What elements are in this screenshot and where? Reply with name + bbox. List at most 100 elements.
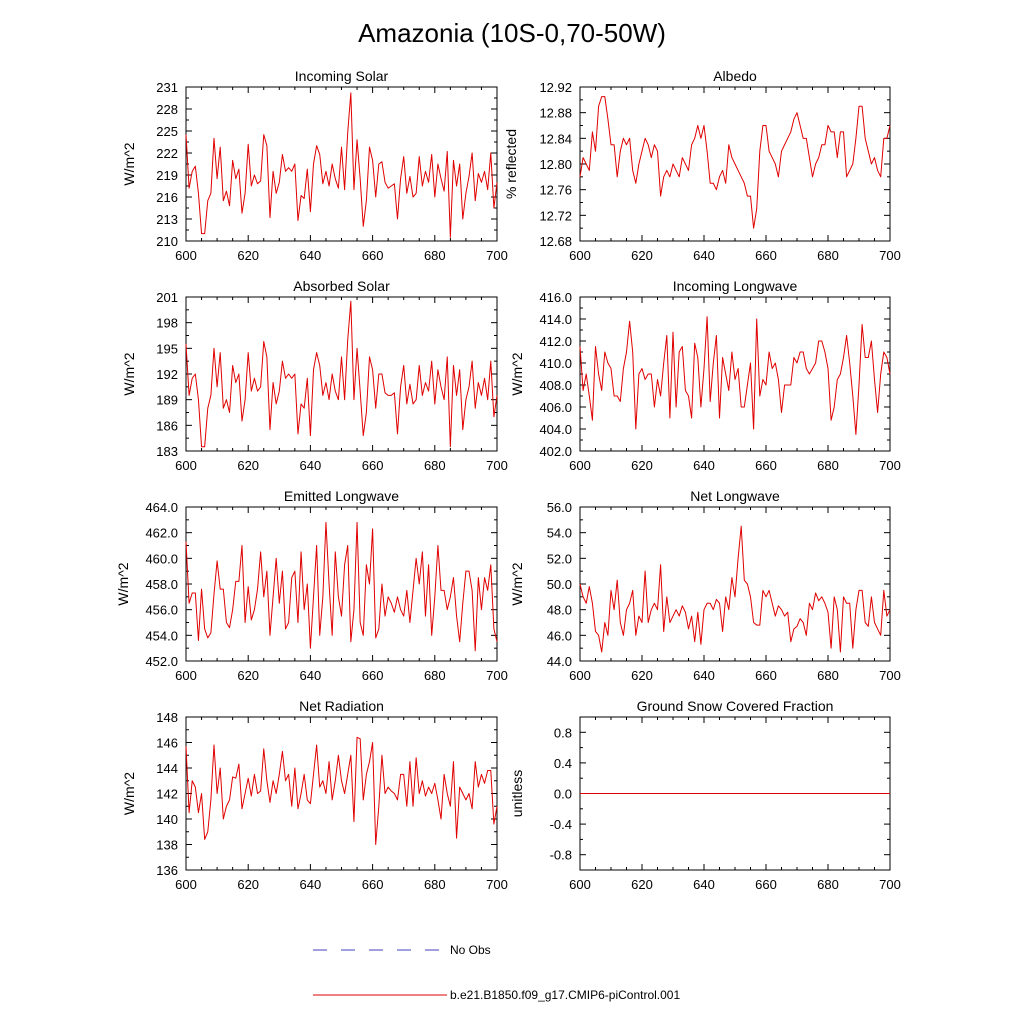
- plot-frame: [185, 296, 498, 452]
- panel-title: Albedo: [713, 68, 757, 84]
- panel-emitted-longwave: Emitted Longwave 600 620 640 660 680 700 452.0 4…: [115, 488, 508, 683]
- panel-net-radiation: Net Radiation 600 620 640 660 680 700 136 138 140…: [121, 698, 508, 892]
- panel-ground-snow-covered-fraction: Ground Snow Covered Fraction 600 620 640 660…: [509, 698, 901, 892]
- x-tick-label: 680: [424, 248, 446, 263]
- x-tick-label: 620: [237, 877, 259, 892]
- x-tick-label: 620: [631, 248, 653, 263]
- y-tick-label: 56.0: [547, 500, 572, 515]
- plot-frame: [185, 716, 498, 871]
- panel-title: Emitted Longwave: [284, 488, 399, 504]
- series-line: [185, 521, 498, 652]
- y-tick-label: 46.0: [547, 628, 572, 643]
- x-tick-label: 680: [424, 458, 446, 473]
- y-tick-label: 219: [156, 168, 178, 183]
- y-tick-label: 404.0: [539, 422, 572, 437]
- y-tick-label: 146: [156, 736, 178, 751]
- y-tick-label: 12.68: [539, 234, 572, 249]
- y-tick-label: 222: [156, 146, 178, 161]
- y-tick-label: 144: [156, 761, 178, 776]
- x-tick-label: 640: [693, 668, 715, 683]
- y-tick-label: 12.84: [539, 131, 572, 146]
- series-line: [579, 525, 891, 653]
- y-tick-label: 410.0: [539, 356, 572, 371]
- panel-net-longwave: Net Longwave 600 620 640 660 680 700 44.0 46.0 48…: [509, 488, 901, 683]
- y-tick-label: 452.0: [145, 654, 178, 669]
- x-tick-label: 600: [175, 877, 197, 892]
- panel-title: Absorbed Solar: [293, 278, 390, 294]
- y-axis-label: W/m^2: [115, 562, 131, 605]
- y-tick-label: 136: [156, 863, 178, 878]
- x-tick-label: 700: [486, 668, 508, 683]
- y-tick-label: 12.76: [539, 183, 572, 198]
- figure-title: Amazonia (10S-0,70-50W): [358, 18, 666, 48]
- x-tick-label: 600: [175, 248, 197, 263]
- y-tick-label: 142: [156, 787, 178, 802]
- y-tick-label: 462.0: [145, 526, 178, 541]
- x-tick-label: 600: [569, 877, 591, 892]
- y-axis-label: W/m^2: [121, 772, 137, 815]
- y-tick-label: 458.0: [145, 577, 178, 592]
- x-tick-label: 600: [569, 668, 591, 683]
- x-tick-label: 640: [300, 668, 322, 683]
- y-tick-label: 460.0: [145, 551, 178, 566]
- y-tick-label: 454.0: [145, 628, 178, 643]
- y-tick-label: 414.0: [539, 312, 572, 327]
- x-tick-label: 600: [569, 248, 591, 263]
- y-axis-label: W/m^2: [121, 142, 137, 185]
- y-tick-label: 12.92: [539, 80, 572, 95]
- y-tick-label: 225: [156, 124, 178, 139]
- series-line: [185, 736, 498, 845]
- y-tick-label: 183: [156, 444, 178, 459]
- x-tick-label: 700: [879, 877, 901, 892]
- y-tick-label: 189: [156, 393, 178, 408]
- x-tick-label: 600: [175, 668, 197, 683]
- y-tick-label: 12.72: [539, 208, 572, 223]
- x-tick-label: 700: [879, 458, 901, 473]
- x-tick-label: 700: [879, 668, 901, 683]
- panel-albedo: Albedo 600 620 640 660 680 700 12.68 12.72 12.76 1…: [503, 68, 901, 263]
- y-axis-label: W/m^2: [509, 562, 525, 605]
- plot-frame: [579, 296, 891, 452]
- x-tick-label: 600: [569, 458, 591, 473]
- x-tick-label: 640: [693, 877, 715, 892]
- y-tick-label: 402.0: [539, 444, 572, 459]
- x-tick-label: 680: [817, 248, 839, 263]
- panel-incoming-longwave: Incoming Longwave 600 620 640 660 680 700 402.0…: [509, 278, 901, 473]
- legend-model-label: b.e21.B1850.f09_g17.CMIP6-piControl.001: [450, 988, 680, 1002]
- x-tick-label: 640: [300, 458, 322, 473]
- y-axis-label: W/m^2: [509, 352, 525, 395]
- y-tick-label: 456.0: [145, 603, 178, 618]
- y-tick-label: 195: [156, 341, 178, 356]
- y-axis-label: unitless: [509, 770, 525, 817]
- y-tick-label: 138: [156, 838, 178, 853]
- series-line: [185, 92, 498, 238]
- y-tick-label: 44.0: [547, 654, 572, 669]
- y-tick-label: 216: [156, 190, 178, 205]
- y-tick-label: 412.0: [539, 334, 572, 349]
- x-tick-label: 640: [693, 248, 715, 263]
- x-tick-label: 640: [693, 458, 715, 473]
- panel-incoming-solar: Incoming Solar 600 620 640 660 680 700 210 213 21…: [121, 68, 508, 263]
- x-tick-label: 620: [631, 877, 653, 892]
- x-tick-label: 660: [362, 248, 384, 263]
- y-tick-label: 12.80: [539, 157, 572, 172]
- y-tick-label: 12.88: [539, 106, 572, 121]
- panel-title: Ground Snow Covered Fraction: [637, 698, 834, 714]
- y-tick-label: 406.0: [539, 400, 572, 415]
- y-tick-label: 210: [156, 234, 178, 249]
- panel-title: Incoming Longwave: [673, 278, 798, 294]
- y-tick-label: 408.0: [539, 378, 572, 393]
- y-tick-label: 140: [156, 812, 178, 827]
- y-tick-label: 464.0: [145, 500, 178, 515]
- x-tick-label: 700: [486, 458, 508, 473]
- x-tick-label: 620: [237, 668, 259, 683]
- x-tick-label: 660: [755, 877, 777, 892]
- x-tick-label: 660: [362, 877, 384, 892]
- plot-frame: [185, 506, 498, 662]
- y-tick-label: 0.0: [554, 787, 572, 802]
- y-tick-label: 0.8: [554, 725, 572, 740]
- x-tick-label: 620: [631, 668, 653, 683]
- y-axis-label: % reflected: [503, 129, 519, 199]
- plot-frame: [579, 506, 891, 662]
